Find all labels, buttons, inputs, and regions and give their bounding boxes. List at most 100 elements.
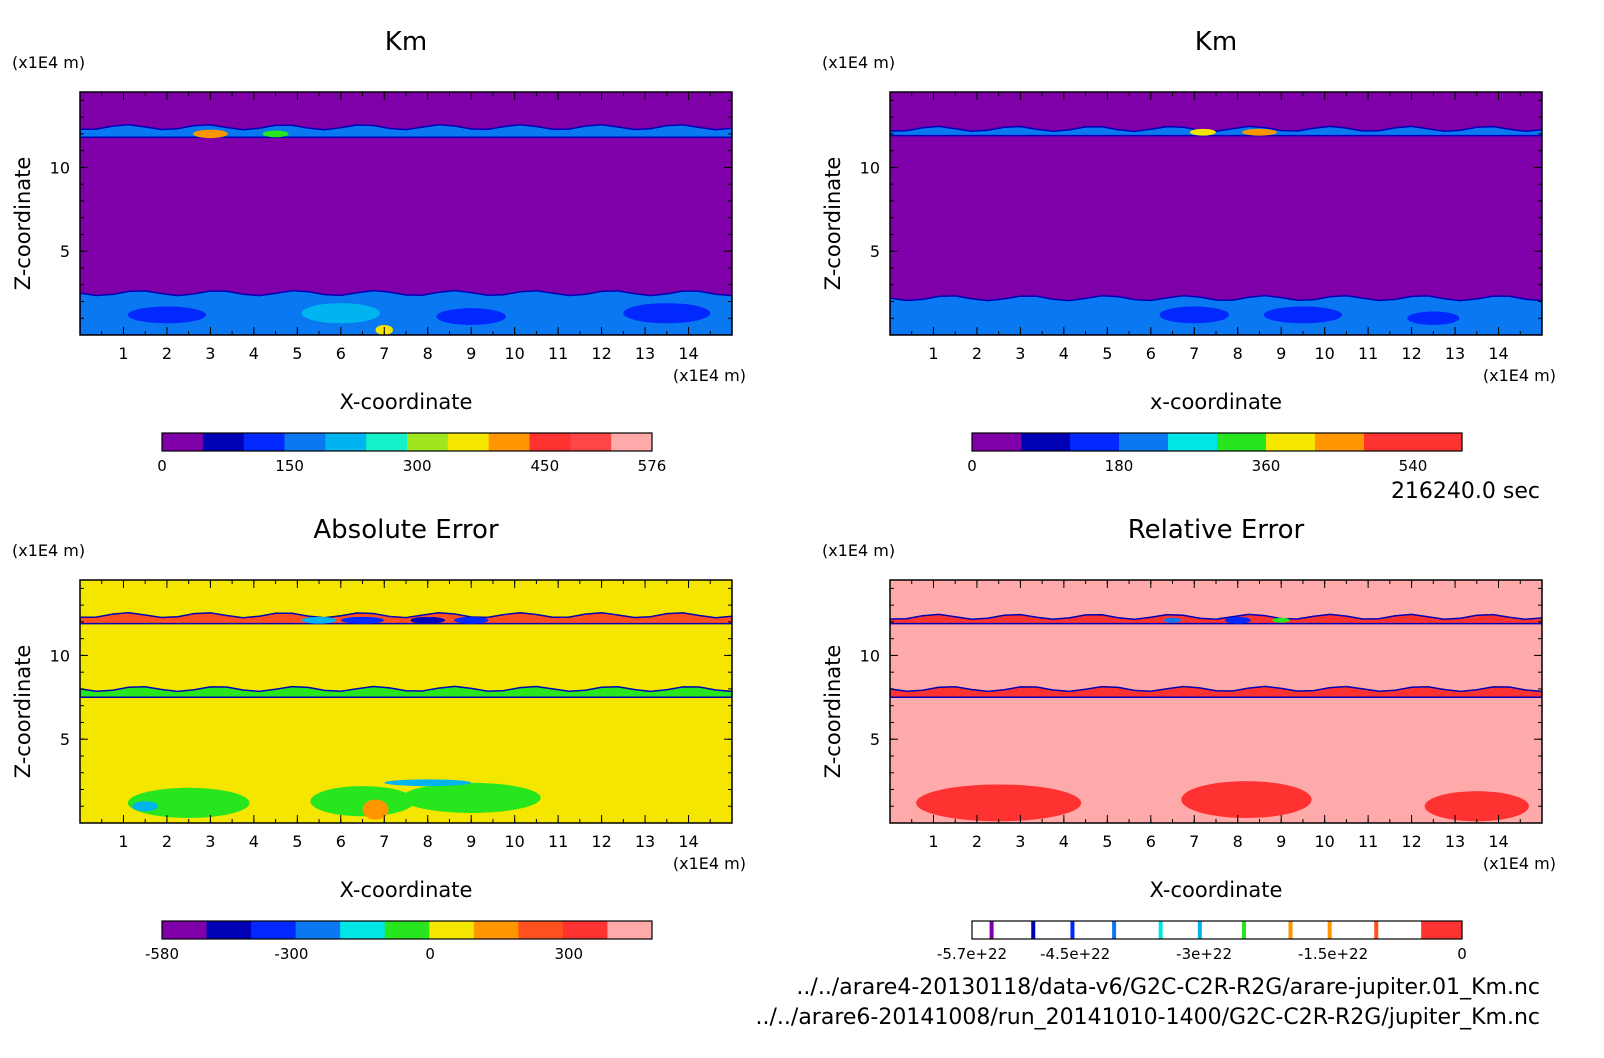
x-tick-label: 10 xyxy=(1314,344,1334,363)
contour-blob xyxy=(301,303,380,324)
time-label: 216240.0 sec xyxy=(1391,479,1540,504)
colorbar-tick-label: 0 xyxy=(967,457,977,475)
contour-blob xyxy=(127,306,207,324)
x-tick-label: 13 xyxy=(1445,344,1465,363)
x-tick-label: 14 xyxy=(678,344,698,363)
colorbar-swatch xyxy=(340,921,386,939)
x-tick-label: 1 xyxy=(928,344,938,363)
x-tick-label: 13 xyxy=(635,344,655,363)
colorbar-swatch xyxy=(1413,433,1463,451)
x-tick-label: 6 xyxy=(1146,832,1156,851)
footer-file-1: ../../arare4-20130118/data-v6/G2C-C2R-R2… xyxy=(796,975,1540,1000)
x-tick-label: 9 xyxy=(1276,832,1286,851)
contour-band xyxy=(80,124,732,138)
x-tick-label: 7 xyxy=(1189,832,1199,851)
y-tick-label: 5 xyxy=(60,730,70,749)
x-tick-label: 2 xyxy=(972,832,982,851)
contour-line xyxy=(890,294,1542,335)
x-tick-label: 8 xyxy=(1233,344,1243,363)
x-axis-label: X-coordinate xyxy=(340,878,473,902)
colorbar-swatch xyxy=(295,921,341,939)
contour-line xyxy=(80,123,732,138)
x-tick-label: 3 xyxy=(205,832,215,851)
colorbar-frame xyxy=(161,920,653,940)
x-tick-label: 4 xyxy=(249,344,259,363)
x-axis-label: x-coordinate xyxy=(1150,390,1282,414)
chart-title: Relative Error xyxy=(1128,515,1305,545)
y-axis-label: Z-coordinate xyxy=(821,645,845,779)
x-tick-label: 4 xyxy=(1059,344,1069,363)
y-tick-label: 5 xyxy=(60,242,70,261)
colorbar-marker xyxy=(1197,921,1202,939)
x-tick-label: 10 xyxy=(504,344,524,363)
contour-blob xyxy=(1224,616,1251,624)
contour-blob xyxy=(310,786,415,817)
colorbar-tick-label: -1.5e+22 xyxy=(1298,945,1368,963)
x-axis-label: X-coordinate xyxy=(1150,878,1283,902)
contour-line xyxy=(890,685,1542,699)
colorbar-swatch xyxy=(202,433,245,451)
colorbar-marker xyxy=(1112,921,1117,939)
x-tick-label: 12 xyxy=(1401,832,1421,851)
y-unit-label: (x1E4 m) xyxy=(12,53,85,72)
x-unit-label: (x1E4 m) xyxy=(673,854,746,873)
contour-band xyxy=(890,126,1542,136)
contour-band xyxy=(890,614,1542,624)
colorbar-frame xyxy=(971,432,1463,452)
colorbar-swatch xyxy=(325,433,367,451)
contour-line xyxy=(80,611,732,625)
colorbar-swatch xyxy=(284,433,326,451)
contour-blob xyxy=(1159,306,1230,324)
colorbar-swatch xyxy=(1364,433,1414,451)
colorbar-swatch xyxy=(407,433,449,451)
colorbar: -580 -300 0 300 xyxy=(145,920,653,963)
x-tick-label: 7 xyxy=(379,344,389,363)
x-tick-label: 5 xyxy=(1102,344,1112,363)
colorbar-swatch xyxy=(1380,921,1422,939)
x-tick-label: 6 xyxy=(1146,344,1156,363)
colorbar-swatch xyxy=(1021,433,1071,451)
x-tick-label: 9 xyxy=(466,832,476,851)
colorbar-marker xyxy=(1070,921,1075,939)
footer-file-2: ../../arare6-20141008/run_20141010-1400/… xyxy=(756,1005,1540,1030)
contour-blob xyxy=(340,616,385,624)
colorbar-tick-label: 540 xyxy=(1399,457,1428,475)
x-tick-label: 6 xyxy=(336,344,346,363)
x-tick-label: 7 xyxy=(379,832,389,851)
contour-blob xyxy=(1272,617,1290,623)
x-unit-label: (x1E4 m) xyxy=(673,366,746,385)
contour-blob xyxy=(453,616,489,624)
chart-panel-panel-rel-error: Relative Error(x1E4 m)1 2 3 4 5 6 7 8 9 10 11 12 13 1… xyxy=(821,515,1556,963)
colorbar: -5.7e+22 -4.5e+22 -3e+22 -1.5e+22 0 xyxy=(937,920,1467,963)
colorbar-swatch xyxy=(1339,921,1381,939)
x-unit-label: (x1E4 m) xyxy=(1483,366,1556,385)
x-tick-label: 11 xyxy=(1358,832,1378,851)
x-tick-label: 4 xyxy=(1059,832,1069,851)
x-tick-label: 5 xyxy=(292,344,302,363)
y-tick-label: 10 xyxy=(860,646,880,665)
colorbar-swatch xyxy=(251,921,297,939)
contour-blob xyxy=(401,782,541,813)
contour-blob xyxy=(1163,617,1182,623)
contour-line xyxy=(80,685,732,699)
colorbar-swatch xyxy=(1119,433,1169,451)
contour-line xyxy=(890,125,1542,137)
colorbar-frame xyxy=(161,432,653,452)
x-axis-label: X-coordinate xyxy=(340,390,473,414)
chart-title: Km xyxy=(385,27,427,57)
contour-blob xyxy=(1242,128,1277,136)
contour-line xyxy=(80,289,732,335)
colorbar-tick-label: -5.7e+22 xyxy=(937,945,1007,963)
x-tick-label: 3 xyxy=(205,344,215,363)
x-tick-label: 7 xyxy=(1189,344,1199,363)
contour-line xyxy=(890,613,1542,625)
colorbar-tick-label: 0 xyxy=(425,945,435,963)
contour-blob xyxy=(301,616,337,624)
x-tick-label: 1 xyxy=(118,344,128,363)
x-tick-label: 8 xyxy=(1233,832,1243,851)
colorbar-swatch xyxy=(570,433,612,451)
y-tick-label: 10 xyxy=(50,158,70,177)
x-tick-label: 8 xyxy=(423,832,433,851)
colorbar-tick-label: 180 xyxy=(1105,457,1134,475)
